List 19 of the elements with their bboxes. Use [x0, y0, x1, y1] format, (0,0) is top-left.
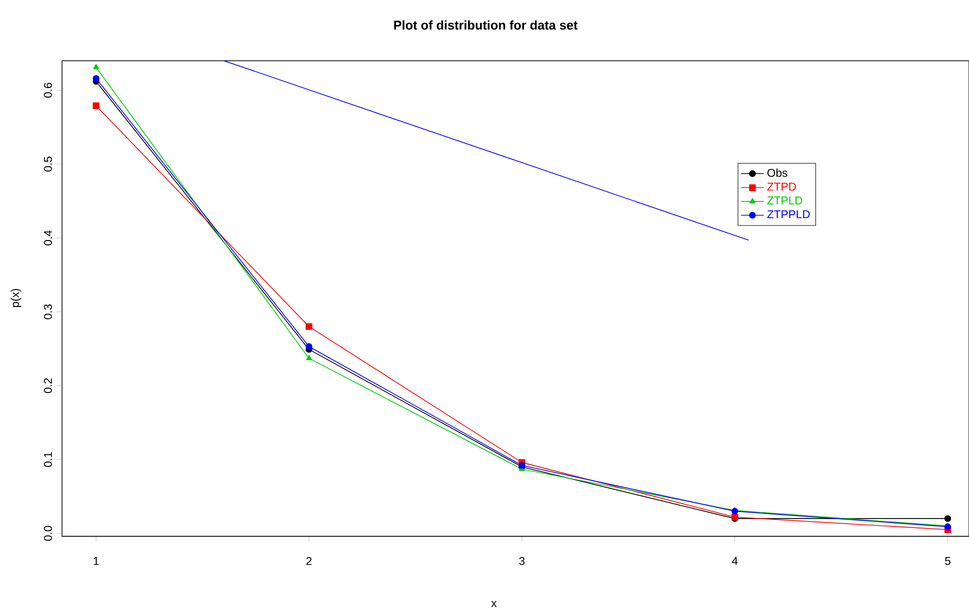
- legend-label: ZTPLD: [767, 196, 802, 204]
- x-tick-label: 3: [519, 557, 525, 566]
- y-tick-label: 0.5: [44, 156, 52, 172]
- legend-label: Obs: [767, 168, 788, 177]
- y-tick-label: 0.4: [44, 230, 52, 246]
- x-tick-label: 1: [94, 557, 99, 565]
- x-tick-label: 2: [306, 557, 312, 565]
- legend-label: ZTPD: [767, 182, 796, 191]
- x-tick-label: 5: [945, 557, 950, 565]
- y-axis-title: p(x): [10, 288, 22, 308]
- legend-label: ZTPPLD: [767, 210, 810, 218]
- y-tick-label: 0.1: [44, 452, 52, 467]
- y-tick-label: 0.2: [44, 378, 52, 394]
- y-tick-label: 0.0: [44, 526, 52, 541]
- y-tick-label: 0.6: [44, 82, 52, 98]
- x-tick-label: 4: [732, 557, 738, 565]
- y-tick-label: 0.3: [44, 304, 52, 320]
- chart-title: Plot of distribution for data set: [394, 20, 578, 30]
- x-axis-title: x: [491, 601, 497, 607]
